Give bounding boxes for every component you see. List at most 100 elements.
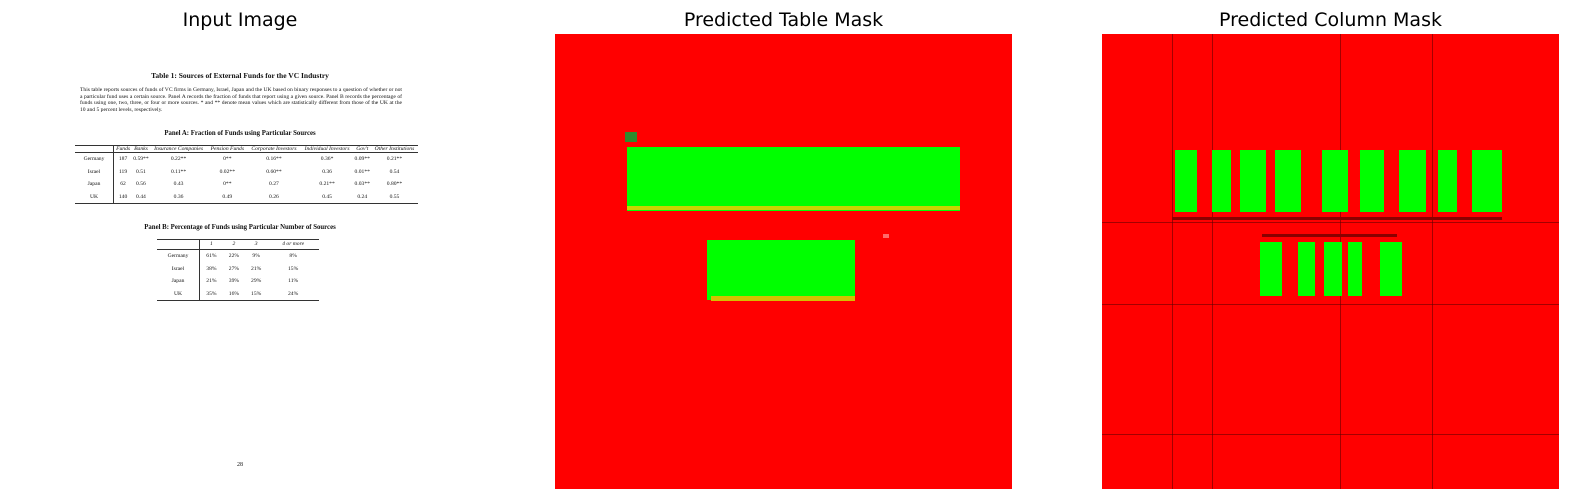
table-cell: 35% xyxy=(199,287,223,302)
page-number: 28 xyxy=(237,462,243,468)
panel-a-header: Corporate Investors xyxy=(247,145,301,153)
table-cell: UK xyxy=(75,190,114,204)
column-mask xyxy=(1298,242,1315,296)
panel-a-header: Banks xyxy=(132,145,150,153)
mask-grid-line xyxy=(1102,304,1559,305)
table-cell: 0.55 xyxy=(370,190,418,204)
table-mask-image xyxy=(555,34,1012,489)
table-cell: 0** xyxy=(223,181,232,188)
mask-grid-line xyxy=(1102,222,1559,223)
table-cell: 8% xyxy=(289,253,297,260)
table-cell: 38% xyxy=(206,265,217,272)
table-row: UK 140 0.44 0.36 0.49 0.26 0.45 0.24 0.5… xyxy=(75,190,418,204)
mask-edge xyxy=(711,296,855,301)
mask-grid-line xyxy=(1102,434,1559,435)
table-cell: 21% xyxy=(206,278,217,285)
mask-grid-line xyxy=(1172,34,1173,489)
column-mask xyxy=(1472,150,1502,212)
table-cell: 21% xyxy=(251,265,262,272)
mask-grid-line xyxy=(1432,34,1433,489)
column-mask xyxy=(1438,150,1457,212)
table-cell: 61% xyxy=(206,253,217,260)
panel-a-header xyxy=(75,145,114,153)
column-mask-title: Predicted Column Mask xyxy=(1219,9,1442,31)
table-mask-title: Predicted Table Mask xyxy=(683,9,884,31)
table-cell: 0.16** xyxy=(266,156,282,163)
column-mask xyxy=(1399,150,1426,212)
table-cell: 0** xyxy=(223,156,232,163)
table-cell: 0.21** xyxy=(386,156,403,163)
table-cell: 24% xyxy=(267,287,319,302)
table-cell: 0.26 xyxy=(247,190,301,204)
table-cell: 0.02** xyxy=(219,168,235,175)
table-cell: 0.01** xyxy=(354,168,370,175)
table-cell: 0.56 xyxy=(136,181,146,188)
column-mask xyxy=(1212,150,1231,212)
table-cell: 0.27 xyxy=(269,181,279,188)
table-cell: 27% xyxy=(228,265,240,272)
table-cell: 15% xyxy=(245,287,268,302)
panel-a-table: Funds Banks Insurance Companies Pension … xyxy=(75,145,418,204)
table-cell: 0.44 xyxy=(132,190,150,204)
table-cell: 0.36 xyxy=(322,168,332,175)
table-cell: 0.43 xyxy=(173,181,184,188)
document-paragraph: This table reports sources of funds of V… xyxy=(80,87,402,113)
column-mask xyxy=(1360,150,1384,212)
table-cell: 22% xyxy=(228,253,240,260)
table-row: Japan 21% 39% 29% 11% xyxy=(157,275,319,288)
table-cell: Israel xyxy=(157,262,200,276)
table-cell: 11% xyxy=(288,278,299,285)
panel-a-header: Individual Investors xyxy=(300,145,354,153)
panel-a-header: Insurance Companies xyxy=(149,145,208,153)
column-mask xyxy=(1260,242,1282,296)
table-cell: 140 xyxy=(113,190,133,204)
table-cell: 0.54 xyxy=(389,168,400,175)
table-cell: 119 xyxy=(118,168,128,175)
table-cell: 0.51 xyxy=(136,168,146,175)
table-cell: 0.49 xyxy=(207,190,248,204)
table-cell: 0.21** xyxy=(319,181,335,188)
table-cell: 29% xyxy=(251,278,262,285)
column-mask xyxy=(1275,150,1301,212)
table-cell: 0.03** xyxy=(354,181,370,188)
panel-b-header: 1 xyxy=(199,239,223,250)
input-image-title: Input Image xyxy=(182,9,298,31)
panel-b-header: 2 xyxy=(222,239,246,250)
table-row: Germany 187 0.59** 0.22** 0** 0.16** 0.3… xyxy=(75,152,418,166)
panel-b-header xyxy=(157,239,200,250)
table-cell: 0.45 xyxy=(300,190,354,204)
table-cell: 0.22** xyxy=(170,156,187,163)
table-cell: 9% xyxy=(252,253,260,260)
column-mask xyxy=(1348,242,1362,296)
table-cell: 0.59** xyxy=(133,156,149,163)
mask-edge xyxy=(627,206,960,210)
column-mask xyxy=(1324,242,1342,296)
panel-a-header: Other Institutions xyxy=(370,145,418,153)
table-region-mask xyxy=(627,147,960,211)
table-cell: 39% xyxy=(228,278,240,285)
column-mask xyxy=(1380,242,1402,296)
panel-b-header: 4 or more xyxy=(267,239,319,250)
panel-b-title: Panel B: Percentage of Funds using Parti… xyxy=(144,224,336,231)
table-row: Israel 38% 27% 21% 15% xyxy=(157,262,319,276)
table-region-mask xyxy=(707,240,855,300)
input-image: Table 1: Sources of External Funds for t… xyxy=(10,34,467,489)
table-cell: 16% xyxy=(222,287,246,302)
mask-noise xyxy=(883,234,889,238)
table-row: Israel 119 0.51 0.11** 0.02** 0.60** 0.3… xyxy=(75,165,418,178)
table-cell: 0.09** xyxy=(354,156,370,163)
table-row: UK 35% 16% 15% 24% xyxy=(157,287,319,302)
mask-noise xyxy=(1172,217,1502,220)
table-cell: 15% xyxy=(288,265,299,272)
table-cell: UK xyxy=(157,287,200,302)
table-cell: 0.60** xyxy=(266,168,282,175)
table-cell: Japan xyxy=(157,275,200,288)
table-cell: 0.36* xyxy=(320,156,334,163)
table-cell: Japan xyxy=(75,178,114,191)
table-row: Germany 61% 22% 9% 8% xyxy=(157,249,319,263)
panel-a-header: Gov't xyxy=(353,145,371,153)
mask-noise xyxy=(1262,234,1397,237)
table-cell: Israel xyxy=(75,165,114,178)
document-page: Table 1: Sources of External Funds for t… xyxy=(10,34,467,489)
table-cell: Germany xyxy=(157,249,200,263)
